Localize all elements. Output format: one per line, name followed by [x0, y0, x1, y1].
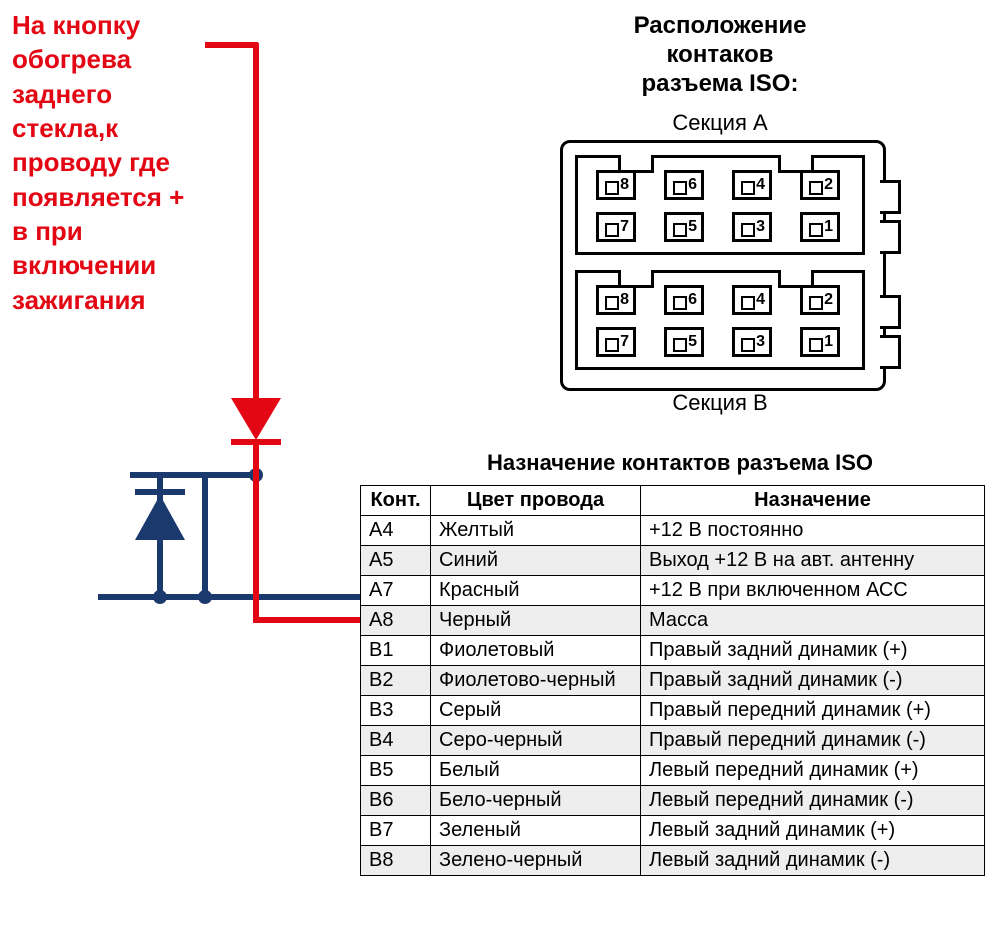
iso-pin: 6: [664, 170, 704, 200]
wiring-annotation: На кнопку обогрева заднего стекла,к пров…: [12, 8, 212, 317]
iso-pin: 2: [800, 170, 840, 200]
table-row: B7ЗеленыйЛевый задний динамик (+): [361, 816, 985, 846]
table-row: B5БелыйЛевый передний динамик (+): [361, 756, 985, 786]
circuit-node: [153, 590, 167, 604]
annotation-line: зажигания: [12, 285, 146, 315]
iso-pin: 2: [800, 285, 840, 315]
iso-pin: 7: [596, 327, 636, 357]
cell-color: Бело-черный: [431, 786, 641, 816]
cell-pin: B6: [361, 786, 431, 816]
cell-pin: B5: [361, 756, 431, 786]
cell-color: Красный: [431, 576, 641, 606]
cell-purpose: Правый задний динамик (+): [641, 636, 985, 666]
diode-blue-anode: [135, 495, 185, 540]
table-row: B2Фиолетово-черныйПравый задний динамик …: [361, 666, 985, 696]
cell-color: Черный: [431, 606, 641, 636]
iso-pin: 3: [732, 327, 772, 357]
cell-pin: B1: [361, 636, 431, 666]
cell-purpose: Правый передний динамик (+): [641, 696, 985, 726]
iso-pin: 3: [732, 212, 772, 242]
table-row: B4Серо-черныйПравый передний динамик (-): [361, 726, 985, 756]
annotation-line: в при: [12, 216, 83, 246]
section-b-label: Секция В: [570, 390, 870, 416]
section-a-label: Секция А: [570, 110, 870, 136]
iso-clip: [880, 180, 901, 214]
iso-pin: 8: [596, 170, 636, 200]
circuit-node: [198, 590, 212, 604]
cell-purpose: Левый задний динамик (-): [641, 846, 985, 876]
cell-color: Серо-черный: [431, 726, 641, 756]
iso-clip: [880, 295, 901, 329]
iso-clip: [880, 335, 901, 369]
table-row: A7Красный+12 В при включенном АСС: [361, 576, 985, 606]
col-header-color: Цвет провода: [431, 486, 641, 516]
cell-pin: B8: [361, 846, 431, 876]
cell-pin: A8: [361, 606, 431, 636]
cell-pin: B4: [361, 726, 431, 756]
table-row: B3СерыйПравый передний динамик (+): [361, 696, 985, 726]
iso-block-a: 8 6 4 2 7 5 3 1: [575, 155, 865, 255]
cell-purpose: Масса: [641, 606, 985, 636]
diode-red-anode: [231, 398, 281, 440]
cell-color: Зеленый: [431, 816, 641, 846]
cell-pin: A4: [361, 516, 431, 546]
cell-color: Фиолетово-черный: [431, 666, 641, 696]
iso-connector-diagram: 8 6 4 2 7 5 3 1 8 6 4 2 7 5 3 1: [560, 140, 880, 385]
col-header-pin: Конт.: [361, 486, 431, 516]
iso-pin: 1: [800, 212, 840, 242]
cell-purpose: +12 В при включенном АСС: [641, 576, 985, 606]
iso-clip: [880, 220, 901, 254]
iso-pin: 4: [732, 285, 772, 315]
cell-pin: A5: [361, 546, 431, 576]
cell-purpose: Правый передний динамик (-): [641, 726, 985, 756]
cell-color: Серый: [431, 696, 641, 726]
cell-color: Белый: [431, 756, 641, 786]
table-row: B8Зелено-черныйЛевый задний динамик (-): [361, 846, 985, 876]
annotation-line: заднего: [12, 79, 112, 109]
cell-purpose: Левый передний динамик (-): [641, 786, 985, 816]
iso-pin: 5: [664, 327, 704, 357]
title-line: разъема ISO:: [642, 70, 799, 97]
iso-pin: 7: [596, 212, 636, 242]
cell-pin: A7: [361, 576, 431, 606]
annotation-line: проводу где: [12, 147, 170, 177]
table-header-row: Конт. Цвет провода Назначение: [361, 486, 985, 516]
iso-pin: 5: [664, 212, 704, 242]
annotation-line: На кнопку: [12, 10, 140, 40]
table-row: B1ФиолетовыйПравый задний динамик (+): [361, 636, 985, 666]
pin-table-title: Назначение контактов разъема ISO: [360, 450, 1000, 476]
cell-pin: B7: [361, 816, 431, 846]
pin-assignment-table: Конт. Цвет провода Назначение A4Желтый+1…: [360, 485, 985, 876]
table-row: A8ЧерныйМасса: [361, 606, 985, 636]
title-line: контаков: [666, 41, 773, 68]
circuit-node: [249, 468, 263, 482]
cell-pin: B2: [361, 666, 431, 696]
table-row: A4Желтый+12 В постоянно: [361, 516, 985, 546]
iso-block-b: 8 6 4 2 7 5 3 1: [575, 270, 865, 370]
cell-color: Фиолетовый: [431, 636, 641, 666]
cell-color: Зелено-черный: [431, 846, 641, 876]
col-header-purpose: Назначение: [641, 486, 985, 516]
connector-title: Расположение контаков разъема ISO:: [540, 12, 900, 98]
cell-purpose: Левый передний динамик (+): [641, 756, 985, 786]
cell-color: Синий: [431, 546, 641, 576]
annotation-line: обогрева: [12, 44, 131, 74]
cell-color: Желтый: [431, 516, 641, 546]
cell-purpose: Правый задний динамик (-): [641, 666, 985, 696]
cell-purpose: +12 В постоянно: [641, 516, 985, 546]
table-row: B6Бело-черныйЛевый передний динамик (-): [361, 786, 985, 816]
annotation-line: появляется +: [12, 182, 184, 212]
title-line: Расположение: [634, 12, 807, 39]
cell-purpose: Левый задний динамик (+): [641, 816, 985, 846]
iso-pin: 6: [664, 285, 704, 315]
annotation-line: включении: [12, 250, 156, 280]
annotation-line: стекла,к: [12, 113, 118, 143]
cell-purpose: Выход +12 В на авт. антенну: [641, 546, 985, 576]
iso-pin: 4: [732, 170, 772, 200]
table-row: A5СинийВыход +12 В на авт. антенну: [361, 546, 985, 576]
iso-pin: 8: [596, 285, 636, 315]
iso-pin: 1: [800, 327, 840, 357]
cell-pin: B3: [361, 696, 431, 726]
